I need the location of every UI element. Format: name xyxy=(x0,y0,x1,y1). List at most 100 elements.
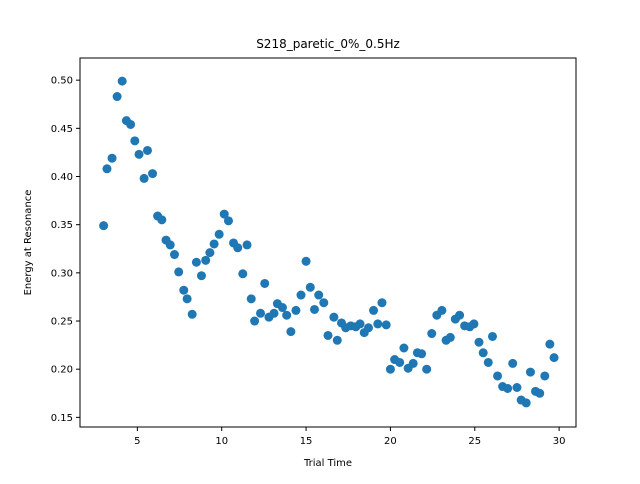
data-point xyxy=(399,343,409,353)
x-tick-label: 10 xyxy=(215,436,228,447)
data-point xyxy=(503,383,513,393)
data-point xyxy=(256,308,266,318)
data-point xyxy=(157,215,167,225)
data-point xyxy=(540,371,550,381)
y-axis-ticks: 0.15 0.20 0.25 0.30 0.35 0.40 0.45 0.50 xyxy=(51,76,80,424)
data-point xyxy=(277,303,287,313)
data-point xyxy=(417,349,427,359)
data-point xyxy=(319,298,329,308)
data-point xyxy=(493,371,503,381)
y-tick-label: 0.40 xyxy=(51,172,73,183)
data-point xyxy=(117,76,127,86)
data-point xyxy=(369,305,379,315)
data-point xyxy=(363,323,373,333)
data-point xyxy=(214,229,224,239)
data-point xyxy=(286,327,296,337)
data-point xyxy=(512,383,522,392)
data-point xyxy=(233,243,243,253)
data-point xyxy=(238,269,248,279)
data-point xyxy=(483,357,493,367)
data-point xyxy=(408,358,418,368)
data-point xyxy=(355,319,365,329)
chart-title: S218_paretic_0%_0.5Hz xyxy=(256,37,400,51)
data-point xyxy=(437,305,447,315)
data-point xyxy=(134,149,144,159)
data-point xyxy=(196,271,206,281)
data-point xyxy=(310,304,319,314)
data-point xyxy=(521,398,531,408)
data-point xyxy=(305,282,315,292)
data-point xyxy=(142,145,152,155)
y-axis-label: Energy at Resonance xyxy=(23,190,34,296)
data-points xyxy=(99,76,559,408)
x-tick-label: 30 xyxy=(553,436,566,447)
data-point xyxy=(455,310,465,320)
plot-area-frame xyxy=(79,57,577,428)
data-point xyxy=(474,337,484,347)
data-point xyxy=(179,285,189,295)
data-point xyxy=(165,240,175,250)
data-point xyxy=(107,153,117,163)
data-point xyxy=(102,164,112,174)
data-point xyxy=(381,320,391,330)
data-point xyxy=(209,239,219,249)
y-tick-label: 0.50 xyxy=(51,76,73,87)
data-point xyxy=(535,388,545,398)
data-point xyxy=(545,339,555,349)
data-point xyxy=(385,364,395,374)
data-point xyxy=(487,331,497,341)
data-point xyxy=(174,267,184,277)
data-point xyxy=(201,255,211,265)
data-point xyxy=(99,221,109,231)
y-tick-label: 0.25 xyxy=(51,317,73,328)
data-point xyxy=(296,290,306,300)
data-point xyxy=(301,256,311,266)
data-point xyxy=(422,364,432,374)
x-axis-label: Trial Time xyxy=(303,458,352,469)
x-tick-label: 25 xyxy=(468,436,481,447)
data-point xyxy=(377,298,387,308)
data-point xyxy=(148,169,158,179)
data-point xyxy=(205,248,215,258)
data-point xyxy=(169,250,179,260)
x-tick-label: 5 xyxy=(134,436,140,447)
data-point xyxy=(219,209,229,219)
plot-area-background xyxy=(80,58,576,427)
y-tick-label: 0.20 xyxy=(51,365,73,376)
data-point xyxy=(329,312,339,322)
data-point xyxy=(314,290,324,300)
data-point xyxy=(282,310,292,320)
data-point xyxy=(260,278,270,288)
data-point xyxy=(112,92,122,102)
data-point xyxy=(250,316,260,326)
data-point xyxy=(478,348,488,358)
data-point xyxy=(130,136,140,146)
data-point xyxy=(139,173,149,183)
data-point xyxy=(549,353,559,363)
data-point xyxy=(395,357,405,367)
data-point xyxy=(182,294,192,304)
data-point xyxy=(445,332,455,342)
data-point xyxy=(246,294,256,304)
data-point xyxy=(269,308,279,318)
data-point xyxy=(427,329,437,339)
data-point xyxy=(469,319,479,329)
data-point xyxy=(223,216,233,226)
data-point xyxy=(291,305,301,315)
data-point xyxy=(332,335,342,345)
data-point xyxy=(373,319,383,329)
y-tick-label: 0.35 xyxy=(51,220,73,231)
data-point xyxy=(242,240,252,250)
x-axis-ticks: 5 10 15 20 25 30 xyxy=(134,427,565,447)
data-point xyxy=(126,119,136,129)
x-tick-label: 15 xyxy=(300,436,313,447)
data-point xyxy=(525,367,535,377)
y-tick-label: 0.15 xyxy=(51,413,73,424)
data-point xyxy=(187,309,197,319)
data-point xyxy=(323,330,333,340)
y-tick-label: 0.45 xyxy=(51,124,73,135)
data-point xyxy=(191,257,201,267)
x-tick-label: 20 xyxy=(384,436,397,447)
